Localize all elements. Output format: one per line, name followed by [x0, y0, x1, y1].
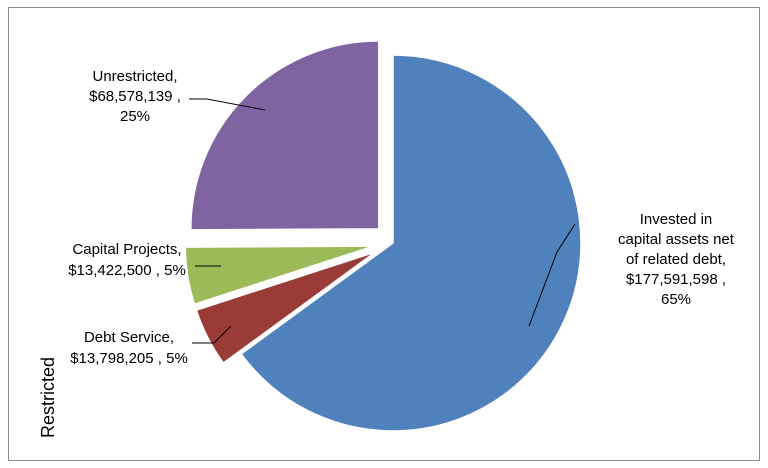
leader-lines [189, 98, 576, 344]
pie-slice-debt-service [195, 251, 376, 365]
pie-slice-capital-projects [184, 245, 374, 306]
data-label-invested: Invested in capital assets net of related … [618, 211, 735, 308]
pie-slice-invested [240, 54, 582, 432]
pie-slice-unrestricted [190, 40, 380, 231]
leader-line-invested [528, 223, 576, 327]
data-label-capital-projects: Capital Projects, $13,422,500 , 5% [68, 241, 186, 279]
data-label-debt-service: Debt Service, $13,798,205 , 5% [70, 329, 188, 367]
slices-layer [184, 40, 582, 432]
chart-frame: Invested in capital assets net of related … [8, 7, 760, 461]
data-labels: Invested in capital assets net of related … [68, 68, 735, 367]
side-label-restricted: Restricted [38, 357, 58, 438]
leader-line-debt-service [192, 325, 232, 344]
leader-line-unrestricted [189, 98, 266, 111]
pie-chart: Invested in capital assets net of related … [38, 40, 735, 438]
data-label-unrestricted: Unrestricted, $68,578,139 , 25% [89, 68, 181, 125]
